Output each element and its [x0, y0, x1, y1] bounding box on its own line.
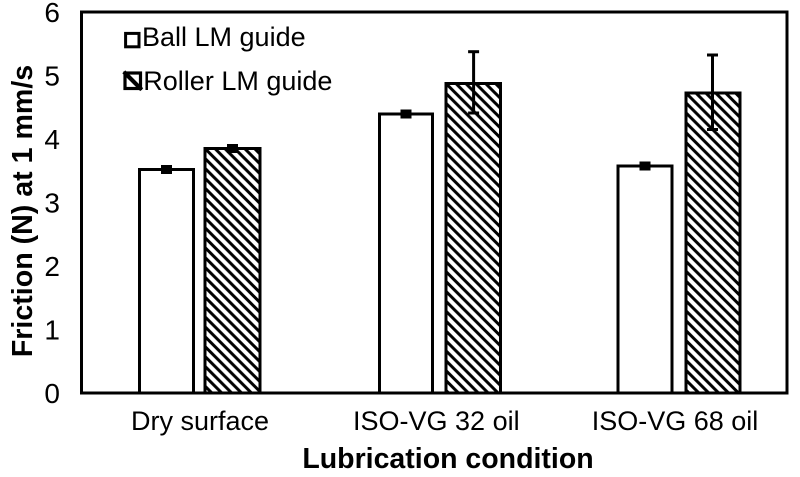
- svg-text:Dry surface: Dry surface: [131, 406, 269, 436]
- svg-text:Roller LM guide: Roller LM guide: [143, 66, 332, 96]
- svg-text:ISO-VG 32 oil: ISO-VG 32 oil: [353, 406, 520, 436]
- svg-text:Lubrication condition: Lubrication condition: [302, 443, 593, 475]
- svg-text:4: 4: [44, 124, 60, 155]
- svg-text:ISO-VG 68 oil: ISO-VG 68 oil: [592, 406, 759, 436]
- svg-text:5: 5: [44, 61, 60, 92]
- svg-text:Friction (N) at 1 mm/s: Friction (N) at 1 mm/s: [7, 65, 39, 357]
- svg-text:2: 2: [44, 251, 60, 282]
- svg-text:6: 6: [44, 0, 60, 28]
- svg-text:3: 3: [44, 188, 60, 219]
- svg-text:1: 1: [44, 315, 60, 346]
- svg-text:Ball LM guide: Ball LM guide: [142, 22, 306, 52]
- svg-text:0: 0: [44, 378, 60, 409]
